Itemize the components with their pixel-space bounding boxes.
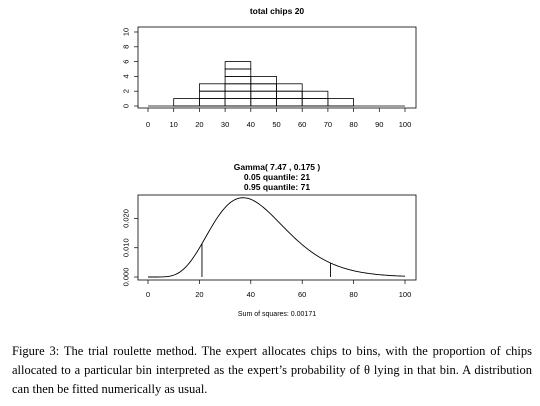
histogram-y-axis: 0 2 4 6 8 10 [121, 28, 138, 108]
gamma-title-line-3: 0.95 quantile: 71 [244, 182, 310, 192]
chip-bin-50-60-2 [276, 90, 303, 99]
hist-x-tick-label: 60 [298, 120, 306, 129]
caption-label: Figure 3: [12, 344, 60, 358]
hist-x-tick-label: 100 [399, 120, 412, 129]
gamma-plot-frame [137, 194, 417, 281]
hist-x-tick-label: 0 [146, 120, 150, 129]
chip-bin-50-60-3 [276, 83, 303, 92]
caption-text: The trial roulette method. The expert al… [12, 344, 532, 396]
histogram-title: total chips 20 [250, 6, 305, 16]
histogram-plot-frame [137, 26, 417, 109]
chip-bin-40-50-2 [250, 90, 277, 99]
chip-bin-40-50-1 [250, 98, 277, 107]
hist-y-tick-label: 4 [121, 74, 130, 78]
quantile-markers [201, 243, 331, 277]
histogram-bars [148, 61, 405, 107]
chip-bin-30-40-3 [224, 83, 252, 92]
gamma-fit-chart: Gamma( 7.47 , 0.175 ) 0.05 quantile: 21 … [121, 162, 417, 318]
gamma-y-tick-label: 0.010 [121, 238, 130, 257]
chip-bin-20-30-2 [198, 90, 226, 99]
chip-bin-30-40-4 [224, 76, 252, 85]
chip-bin-20-30-1 [198, 98, 226, 107]
gamma-x-tick-label: 60 [298, 290, 306, 299]
gamma-x-tick-label: 80 [349, 290, 357, 299]
hist-x-tick-label: 80 [349, 120, 357, 129]
gamma-density-curve [148, 197, 406, 278]
chip-bin-20-30-3 [198, 83, 226, 92]
hist-x-tick-label: 90 [375, 120, 383, 129]
gamma-x-tick-label: 0 [146, 290, 150, 299]
gamma-x-tick-label: 40 [247, 290, 255, 299]
histogram-x-axis: 0 10 20 30 40 50 60 70 80 90 100 [146, 108, 411, 129]
gamma-x-tick-label: 100 [399, 290, 412, 299]
gamma-y-tick-label: 0.000 [121, 268, 130, 287]
chip-bin-40-50-3 [250, 83, 277, 92]
gamma-x-axis: 0 20 40 60 80 100 [146, 280, 411, 299]
chip-bin-30-40-6 [224, 61, 252, 70]
gamma-y-axis: 0.000 0.010 0.020 [121, 209, 138, 286]
chip-bin-30-40-1 [224, 98, 252, 107]
hist-x-tick-label: 10 [170, 120, 178, 129]
gamma-title-line-1: Gamma( 7.47 , 0.175 ) [234, 162, 321, 172]
hist-y-tick-label: 10 [121, 28, 130, 36]
hist-x-tick-label: 70 [324, 120, 332, 129]
hist-y-tick-label: 8 [121, 45, 130, 49]
hist-y-tick-label: 6 [121, 60, 130, 64]
chip-bin-10-20-1 [173, 98, 200, 107]
chip-bin-60-70-1 [301, 98, 329, 107]
hist-x-tick-label: 40 [247, 120, 255, 129]
chip-bin-40-50-4 [250, 76, 277, 85]
chip-bin-50-60-1 [276, 98, 303, 107]
hist-x-tick-label: 50 [272, 120, 280, 129]
gamma-x-tick-label: 20 [195, 290, 203, 299]
hist-y-tick-label: 2 [121, 89, 130, 93]
chip-bin-60-70-2 [301, 90, 329, 99]
histogram-chart: total chips 20 0 10 20 30 40 50 60 70 80 90 100 0 2… [121, 6, 417, 129]
hist-y-tick-label: 0 [121, 104, 130, 108]
gamma-x-axis-label: Sum of squares: 0.00171 [238, 311, 316, 318]
hist-x-tick-label: 30 [221, 120, 229, 129]
chip-bin-30-40-2 [224, 90, 252, 99]
chip-bin-70-80-1 [327, 98, 354, 107]
chip-bin-30-40-5 [224, 68, 252, 77]
figure-caption: Figure 3: The trial roulette method. The… [12, 342, 532, 399]
hist-x-tick-label: 20 [195, 120, 203, 129]
gamma-y-tick-label: 0.020 [121, 209, 130, 228]
gamma-title-line-2: 0.05 quantile: 21 [244, 172, 310, 182]
